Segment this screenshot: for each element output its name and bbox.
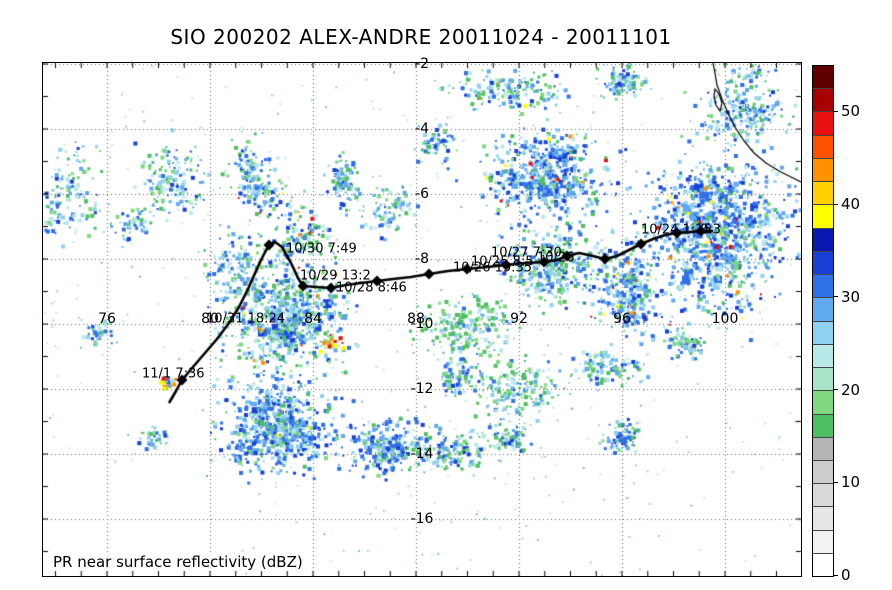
colorbar-cell [813, 227, 833, 251]
lon-tick-label: 96 [613, 311, 631, 327]
lat-tick-label: -2 [415, 56, 429, 72]
colorbar-cell [813, 390, 833, 414]
colorbar-cell [813, 204, 833, 228]
colorbar-cell [813, 157, 833, 182]
track-time-label: 0:3 [700, 222, 721, 238]
colorbar-cell [813, 181, 833, 205]
lon-tick-label: 88 [407, 311, 425, 327]
colorbar-cell [813, 413, 833, 437]
colorbar-cell [813, 529, 833, 553]
track-time-label: 10/29 13:2 [300, 268, 371, 284]
colorbar-tick [833, 481, 838, 483]
plot-area: 76 80 84 88 92 96 100 -2 -4 -6 -8 -10 -12 -14 -16 11/1 … [42, 56, 802, 577]
colorbar-cell [813, 88, 833, 112]
track-time-label: 11/1 7:36 [142, 366, 205, 382]
colorbar-cell [813, 459, 833, 484]
colorbar-cell [813, 250, 833, 275]
colorbar-cell [813, 506, 833, 530]
colorbar-tick-label: 30 [841, 287, 861, 306]
track-time-label: 10/28 8:46 [336, 280, 407, 296]
reflectivity-canvas [43, 63, 801, 576]
colorbar-cell [813, 343, 833, 368]
lat-tick-label: -12 [410, 381, 434, 397]
lat-tick-label: -14 [410, 446, 434, 462]
colorbar-cell [813, 66, 833, 89]
lon-tick-label: 100 [711, 311, 739, 327]
lat-tick-label: -4 [415, 121, 429, 137]
lon-tick-label: 84 [304, 311, 322, 327]
lat-tick-label: -8 [415, 251, 429, 267]
colorbar-cell [813, 297, 833, 321]
lon-tick-label: 92 [510, 311, 528, 327]
colorbar-tick-label: 20 [841, 380, 861, 399]
colorbar-tick [833, 203, 838, 205]
lat-tick-label: -16 [410, 511, 434, 527]
colorbar-tick [833, 574, 838, 576]
colorbar-cell [813, 320, 833, 344]
lon-tick-label: 80 [201, 311, 219, 327]
plot-overlay: 76 80 84 88 92 96 100 -2 -4 -6 -8 -10 -12 -14 -16 11/1 … [43, 56, 801, 576]
colorbar-tick-label: 50 [841, 102, 861, 121]
track-time-label: 10/27 7:30 [491, 245, 562, 261]
colorbar-cell [813, 111, 833, 135]
lat-tick-label: -6 [415, 186, 429, 202]
footer-caption: PR near surface reflectivity (dBZ) [51, 553, 305, 571]
colorbar-tick [833, 296, 838, 298]
colorbar-cell [813, 552, 833, 577]
track-time-label: 10/25 8:5 [471, 254, 534, 270]
colorbar-cell [813, 483, 833, 507]
colorbar-tick [833, 389, 838, 391]
colorbar-cell [813, 436, 833, 460]
colorbar-cell [813, 274, 833, 298]
track-time-label: 10/31 18:24 [206, 311, 286, 327]
colorbar-tick-label: 40 [841, 195, 861, 214]
track-time-label: 10/26 [537, 250, 575, 266]
track-time-label: 10/24 1:15 [641, 222, 712, 238]
colorbar [812, 65, 834, 577]
colorbar-tick [833, 110, 838, 112]
chart-title: SIO 200202 ALEX-ANDRE 20011024 - 2001110… [170, 25, 672, 49]
colorbar-tick-label: 10 [841, 473, 861, 492]
colorbar-cell [813, 367, 833, 391]
colorbar-tick-label: 0 [841, 566, 851, 584]
colorbar-cell [813, 134, 833, 158]
track-time-label: 10/30 7:49 [286, 241, 357, 257]
track-time-label: 10/26 19:35 [453, 260, 533, 276]
lat-tick-label: -10 [410, 316, 434, 332]
lon-tick-label: 76 [98, 311, 116, 327]
